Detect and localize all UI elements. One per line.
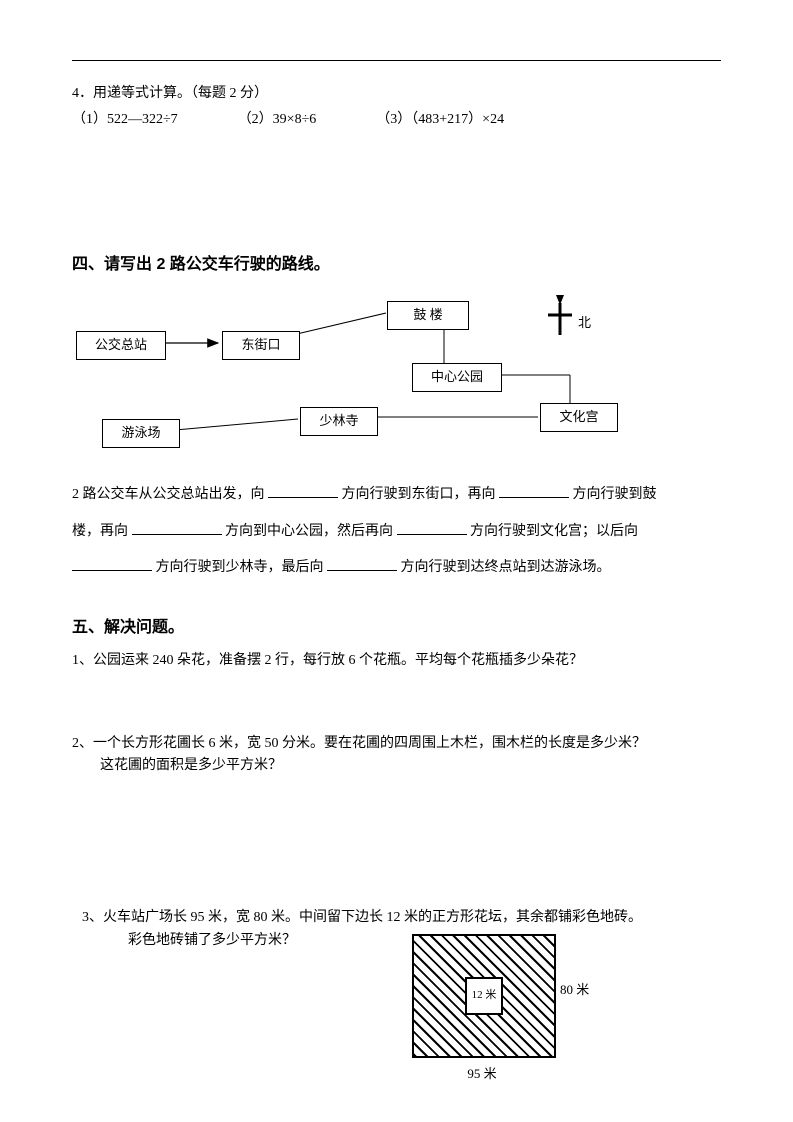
blank-3[interactable] (132, 520, 222, 535)
problem4-item-3: （3）（483+217）×24 (376, 109, 504, 131)
fill-p1b: 方向行驶到东街口，再向 (342, 487, 496, 502)
spacer (72, 837, 721, 897)
node-dongjiekou: 东街口 (222, 331, 300, 360)
problem4-item-2: （2）39×8÷6 (238, 109, 317, 131)
node-bus-terminal: 公交总站 (76, 331, 166, 360)
fill-p2c: 方向行驶到文化宫；以后向 (470, 524, 638, 539)
blank-1[interactable] (268, 483, 338, 498)
route-diagram: 公交总站 东街口 鼓 楼 中心公园 少林寺 文化宫 游泳场 北 (72, 283, 721, 463)
question-3-line1: 3、火车站广场长 95 米，宽 80 米。中间留下边长 12 米的正方形花坛，其… (72, 907, 721, 929)
fill-p3b: 方向行驶到少林寺，最后向 (156, 560, 324, 575)
hatched-figure: 12 米 80 米 95 米 (412, 934, 582, 1085)
fill-p3c: 方向行驶到达终点站到达游泳场。 (401, 560, 611, 575)
fill-p2a: 楼，再向 (72, 524, 128, 539)
question-1: 1、公园运来 240 朵花，准备摆 2 行，每行放 6 个花瓶。平均每个花瓶插多… (72, 650, 721, 672)
node-gulou: 鼓 楼 (387, 301, 469, 330)
compass-label: 北 (578, 313, 591, 334)
blank-4[interactable] (397, 520, 467, 535)
inner-square-label: 12 米 (472, 987, 497, 1005)
node-culture: 文化宫 (540, 403, 618, 432)
section5-title: 五、解决问题。 (72, 615, 721, 641)
fill-p1c: 方向行驶到鼓 (573, 487, 657, 502)
section4-title: 四、请写出 2 路公交车行驶的路线。 (72, 252, 721, 278)
top-rule (72, 60, 721, 61)
page: 4．用递等式计算。（每题 2 分） （1）522—322÷7 （2）39×8÷6… (0, 0, 793, 1122)
question-2-line2: 这花圃的面积是多少平方米？ (72, 755, 721, 777)
inner-square: 12 米 (465, 977, 503, 1015)
figure-bottom-label: 95 米 (412, 1064, 552, 1085)
blank-5[interactable] (72, 556, 152, 571)
blank-6[interactable] (327, 556, 397, 571)
fill-p1a: 2 路公交车从公交总站出发，向 (72, 487, 265, 502)
route-fill-text: 2 路公交车从公交总站出发，向 方向行驶到东街口，再向 方向行驶到鼓 楼，再向 … (72, 477, 721, 586)
problem4-items: （1）522—322÷7 （2）39×8÷6 （3）（483+217）×24 (72, 109, 721, 131)
blank-2[interactable] (499, 483, 569, 498)
node-shaolin: 少林寺 (300, 407, 378, 436)
fill-p2b: 方向到中心公园，然后再向 (225, 524, 393, 539)
question-3-line2: 彩色地砖铺了多少平方米？ (72, 930, 721, 952)
node-pool: 游泳场 (102, 419, 180, 448)
figure-right-label: 80 米 (560, 980, 589, 1001)
compass-icon: 北 (544, 291, 584, 351)
question-2-line1: 2、一个长方形花圃长 6 米，宽 50 分米。要在花圃的四周围上木栏，围木栏的长… (72, 733, 721, 755)
question-3: 3、火车站广场长 95 米，宽 80 米。中间留下边长 12 米的正方形花坛，其… (72, 907, 721, 1085)
question-2: 2、一个长方形花圃长 6 米，宽 50 分米。要在花圃的四周围上木栏，围木栏的长… (72, 733, 721, 778)
problem4-item-1: （1）522—322÷7 (72, 109, 178, 131)
problem4-title: 4．用递等式计算。（每题 2 分） (72, 83, 721, 105)
node-park: 中心公园 (412, 363, 502, 392)
hatched-rect: 12 米 (412, 934, 556, 1058)
